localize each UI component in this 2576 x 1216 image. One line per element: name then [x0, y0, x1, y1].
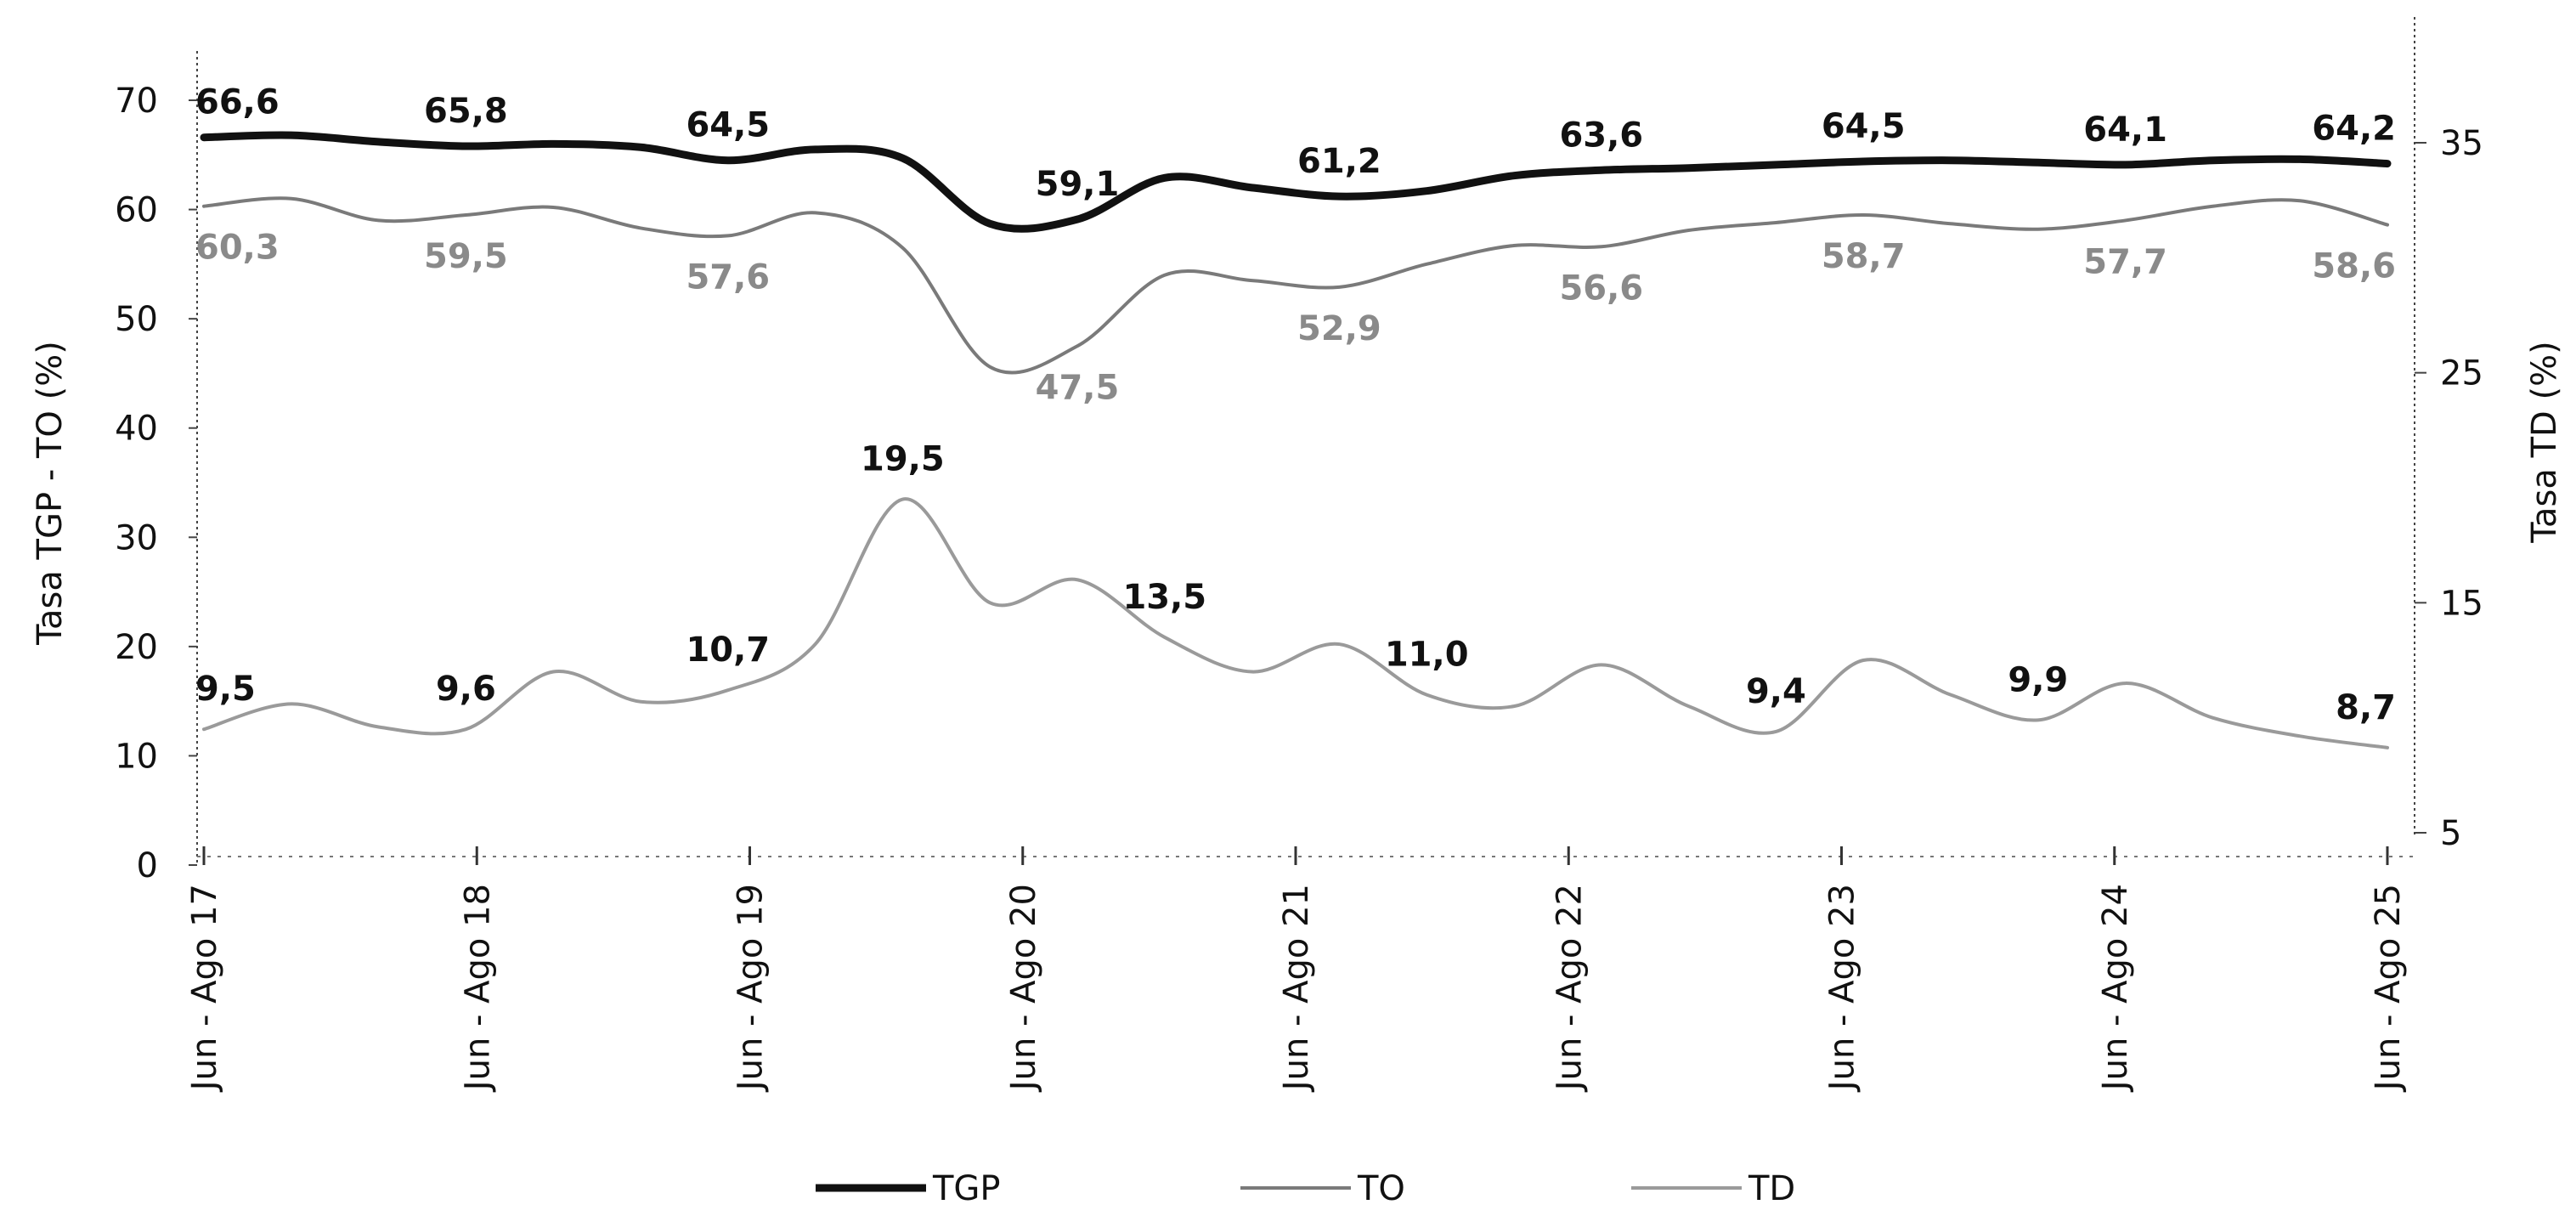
data-label-tgp: 63,6 [1559, 116, 1643, 155]
data-labels: 66,6 65,8 64,5 59,1 61,2 63,6 64,5 64,1 64,2 60,3… [195, 83, 2396, 727]
data-label-tgp: 64,5 [1822, 107, 1906, 146]
legend-label-td: TD [1748, 1169, 1795, 1208]
right-axis-tick-label: 15 [2440, 584, 2483, 623]
series-lines [200, 131, 2392, 749]
data-label-to: 58,7 [1822, 237, 1906, 276]
data-label-to: 58,6 [2312, 247, 2396, 286]
x-axis-tick-label: Jun - Ago 25 [2369, 884, 2408, 1093]
left-axis-tick-label: 10 [115, 737, 158, 776]
legend-label-tgp: TGP [932, 1169, 1001, 1208]
x-axis-tick-label: Jun - Ago 19 [732, 884, 771, 1093]
legend: TGP TO TD [816, 1169, 1795, 1208]
x-axis-tick-label: Jun - Ago 22 [1550, 884, 1589, 1093]
data-label-td: 10,7 [686, 631, 770, 670]
left-axis-tick-label: 0 [137, 846, 158, 885]
left-axis-tick-label: 60 [115, 191, 158, 230]
data-label-tgp: 61,2 [1297, 142, 1381, 181]
data-label-td: 9,6 [436, 670, 496, 709]
data-label-td: 13,5 [1122, 578, 1206, 617]
right-axis-title: Tasa TD (%) [2525, 341, 2564, 544]
data-label-tgp: 66,6 [195, 83, 280, 122]
right-axis-tick-label: 35 [2440, 124, 2483, 163]
series-line-tgp [200, 131, 2392, 233]
legend-label-to: TO [1357, 1169, 1405, 1208]
x-axis-tick-label: Jun - Ago 23 [1823, 884, 1862, 1093]
series-line-to [202, 196, 2389, 375]
data-label-tgp: 64,2 [2312, 110, 2396, 149]
data-label-td: 11,0 [1385, 636, 1469, 675]
left-axis-tick-label: 70 [115, 82, 158, 121]
right-axis-tick-label: 5 [2440, 814, 2461, 853]
x-axis-tick-label: Jun - Ago 17 [185, 884, 224, 1093]
data-label-td: 19,5 [861, 440, 945, 479]
left-axis-tick-label: 20 [115, 628, 158, 667]
data-label-td: 8,7 [2336, 688, 2396, 727]
x-axis-tick-label: Jun - Ago 21 [1277, 884, 1316, 1093]
left-axis-tick-label: 30 [115, 518, 158, 557]
data-label-tgp: 64,1 [2083, 110, 2167, 150]
right-axis-tick-label: 25 [2440, 354, 2483, 393]
left-axis-title: Tasa TGP - TO (%) [31, 341, 70, 646]
data-label-tgp: 64,5 [686, 106, 770, 145]
axes: 0 10 20 30 40 50 60 70 5 15 25 35 Jun - Ago 17 Jun - … [115, 17, 2483, 1093]
data-label-td: 9,9 [2008, 660, 2068, 699]
data-label-to: 56,6 [1559, 269, 1643, 308]
x-axis-tick-label: Jun - Ago 24 [2096, 884, 2135, 1093]
data-label-to: 60,3 [195, 229, 280, 268]
data-label-to: 59,5 [424, 237, 508, 276]
data-label-td: 9,5 [195, 670, 256, 709]
data-label-to: 52,9 [1297, 309, 1381, 348]
series-line-td [202, 497, 2389, 749]
x-axis-tick-label: Jun - Ago 18 [458, 884, 497, 1093]
left-axis-tick-label: 40 [115, 410, 158, 449]
data-label-to: 57,6 [686, 257, 770, 297]
left-axis-tick-label: 50 [115, 300, 158, 339]
data-label-tgp: 59,1 [1036, 165, 1120, 204]
data-label-td: 9,4 [1746, 672, 1806, 711]
data-label-tgp: 65,8 [424, 92, 508, 131]
data-label-to: 57,7 [2083, 242, 2167, 281]
x-axis-tick-label: Jun - Ago 20 [1004, 884, 1043, 1093]
data-label-to: 47,5 [1036, 368, 1120, 407]
